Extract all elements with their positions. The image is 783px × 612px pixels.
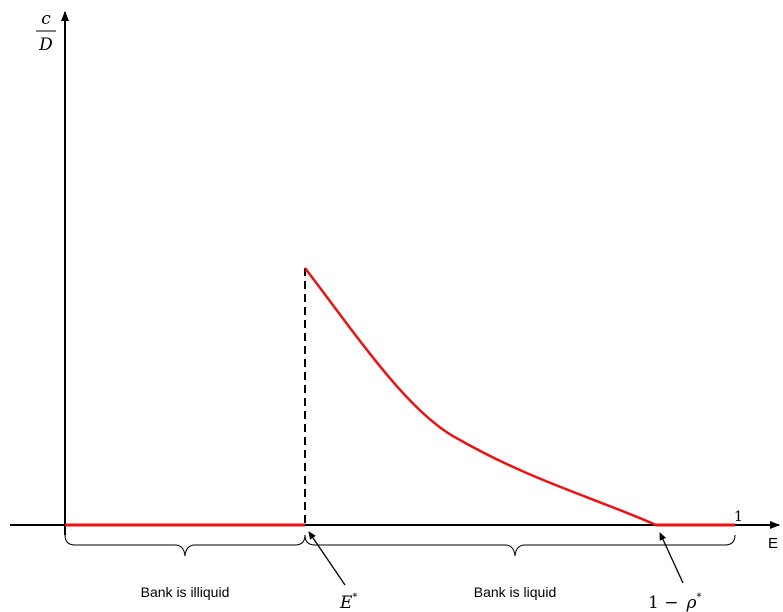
illiquid-region-label: Bank is illiquid bbox=[141, 584, 230, 600]
e-star-pointer-arrow bbox=[308, 531, 346, 586]
e-star-label: E* bbox=[339, 592, 357, 612]
brace-illiquid bbox=[64, 534, 306, 557]
one-minus-rho-label: 1 − ρ* bbox=[648, 592, 701, 612]
x-axis-label: E bbox=[768, 535, 778, 552]
y-axis-label-denominator: D bbox=[38, 35, 53, 55]
liquid-region-label: Bank is liquid bbox=[474, 584, 557, 600]
one-minus-rho-pointer-arrow bbox=[659, 532, 684, 584]
ratio-curve bbox=[304, 267, 657, 527]
brace-liquid bbox=[304, 534, 736, 557]
y-axis-label-numerator: c bbox=[41, 9, 51, 29]
x-axis-end-label: 1 bbox=[734, 509, 743, 525]
